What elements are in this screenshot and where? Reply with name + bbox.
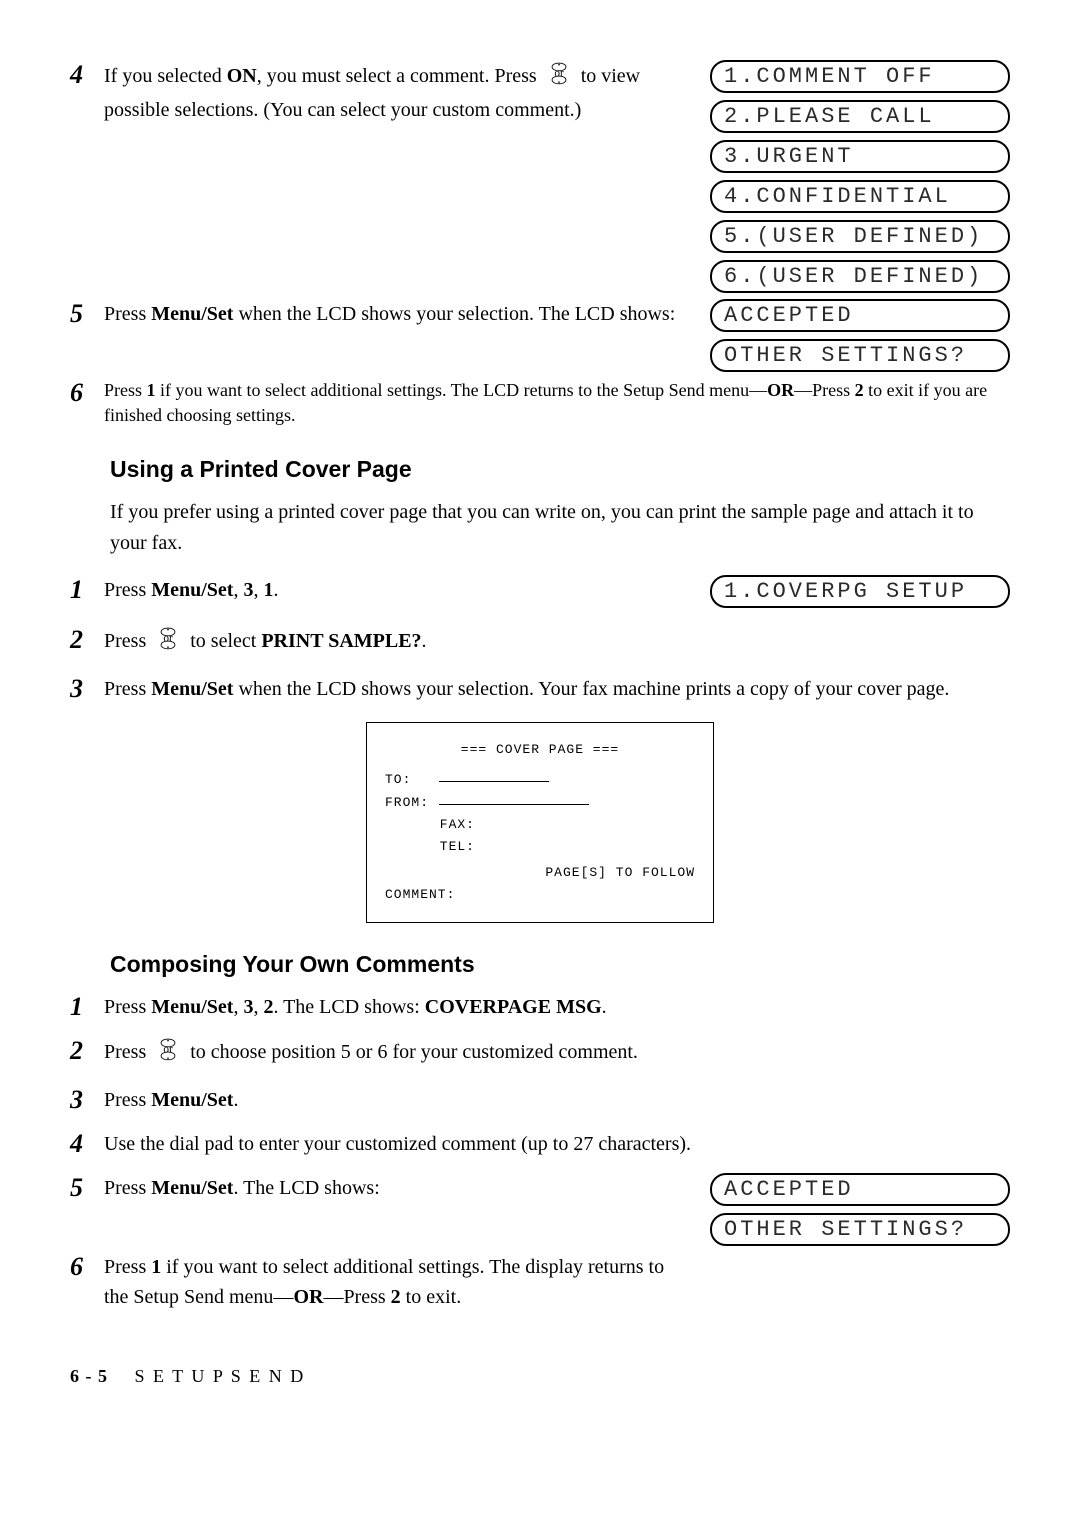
step-number: 5 (70, 1173, 90, 1203)
step-c4: 4 Use the dial pad to enter your customi… (70, 1129, 1010, 1159)
lcd-display: 4.CONFIDENTIAL (710, 180, 1010, 213)
step-text: Press Menu/Set when the LCD shows your s… (104, 299, 680, 329)
step-number: 1 (70, 992, 90, 1022)
step-c5: 5 Press Menu/Set. The LCD shows: ACCEPTE… (70, 1173, 1010, 1246)
cover-to: TO: (385, 769, 435, 791)
heading-composing: Composing Your Own Comments (110, 951, 1010, 978)
step-number: 2 (70, 1036, 90, 1071)
step-number: 4 (70, 1129, 90, 1159)
lcd-display: 5.(USER DEFINED) (710, 220, 1010, 253)
step-text: Press 1 if you want to select additional… (104, 378, 1010, 428)
step-text: If you selected ON, you must select a co… (104, 60, 680, 125)
step-c2: 2 Press to choose position 5 or 6 for yo… (70, 1036, 1010, 1071)
lcd-list: ACCEPTED OTHER SETTINGS? (710, 299, 1010, 372)
section-name: S E T U P S E N D (135, 1366, 306, 1386)
cover-pages: PAGE[S] TO FOLLOW (385, 862, 695, 884)
step-4: 4 If you selected ON, you must select a … (70, 60, 1010, 293)
heading-printed-cover: Using a Printed Cover Page (110, 456, 1010, 483)
step-text: Press Menu/Set, 3, 1. (104, 575, 680, 605)
step-c1: 1 Press Menu/Set, 3, 2. The LCD shows: C… (70, 992, 1010, 1022)
step-text: Press to select PRINT SAMPLE?. (104, 625, 1010, 660)
lcd-display: 3.URGENT (710, 140, 1010, 173)
step-u3: 3 Press Menu/Set when the LCD shows your… (70, 674, 1010, 704)
step-number: 2 (70, 625, 90, 660)
step-number: 4 (70, 60, 90, 125)
lcd-display: OTHER SETTINGS? (710, 339, 1010, 372)
cover-comment: COMMENT: (385, 884, 695, 906)
step-number: 3 (70, 674, 90, 704)
step-text: Press Menu/Set, 3, 2. The LCD shows: COV… (104, 992, 1010, 1022)
lcd-display: 1.COMMENT OFF (710, 60, 1010, 93)
step-u1: 1 Press Menu/Set, 3, 1. 1.COVERPG SETUP (70, 575, 1010, 619)
page-number: 6 - 5 (70, 1366, 108, 1386)
step-text: Press to choose position 5 or 6 for your… (104, 1036, 1010, 1071)
footer: 6 - 5 S E T U P S E N D (70, 1366, 1010, 1387)
step-text: Press Menu/Set. The LCD shows: (104, 1173, 680, 1203)
step-text: Use the dial pad to enter your customize… (104, 1129, 1010, 1159)
step-c6: 6 Press 1 if you want to select addition… (70, 1252, 1010, 1326)
step-number: 1 (70, 575, 90, 605)
lcd-display: ACCEPTED (710, 1173, 1010, 1206)
or-icon (155, 625, 181, 660)
step-6: 6 Press 1 if you want to select addition… (70, 378, 1010, 428)
or-icon (155, 1036, 181, 1071)
cover-title: === COVER PAGE === (385, 739, 695, 761)
step-number: 6 (70, 1252, 90, 1312)
step-text: Press 1 if you want to select additional… (104, 1252, 680, 1312)
cover-tel: TEL: (385, 836, 475, 858)
lcd-display: ACCEPTED (710, 299, 1010, 332)
cover-page-sample: === COVER PAGE === TO: FROM: FAX: TEL: P… (366, 722, 714, 923)
cover-from: FROM: (385, 792, 435, 814)
step-text: Press Menu/Set. (104, 1085, 1010, 1115)
lcd-display: 2.PLEASE CALL (710, 100, 1010, 133)
step-5: 5 Press Menu/Set when the LCD shows your… (70, 299, 1010, 372)
step-number: 5 (70, 299, 90, 329)
lcd-display: 1.COVERPG SETUP (710, 575, 1010, 608)
paragraph: If you prefer using a printed cover page… (110, 497, 1010, 559)
lcd-display: 6.(USER DEFINED) (710, 260, 1010, 293)
or-icon (546, 60, 572, 95)
step-number: 6 (70, 378, 90, 428)
lcd-list: 1.COMMENT OFF 2.PLEASE CALL 3.URGENT 4.C… (710, 60, 1010, 293)
cover-fax: FAX: (385, 814, 475, 836)
step-c3: 3 Press Menu/Set. (70, 1085, 1010, 1115)
step-u2: 2 Press to select PRINT SAMPLE?. (70, 625, 1010, 660)
lcd-display: OTHER SETTINGS? (710, 1213, 1010, 1246)
step-number: 3 (70, 1085, 90, 1115)
step-text: Press Menu/Set when the LCD shows your s… (104, 674, 1010, 704)
